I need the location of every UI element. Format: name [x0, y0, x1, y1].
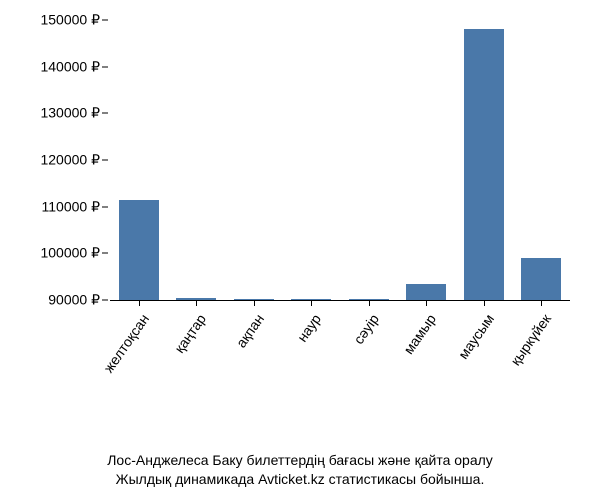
bar-slot	[455, 20, 513, 300]
caption-line-2: Жылдық динамикада Avticket.kz статистика…	[10, 470, 590, 490]
bar-slot	[513, 20, 571, 300]
bar	[464, 29, 504, 300]
y-tick-label: 90000 ₽	[20, 292, 100, 309]
x-tick-label: қыркүйек	[507, 311, 554, 368]
plot-area	[110, 20, 570, 300]
x-axis-labels: желтоқсанқаңтар ақпан наур сәуір мамыр маусым…	[110, 305, 570, 435]
x-label-slot: қаңтар	[168, 305, 226, 435]
x-tick-mark	[541, 300, 542, 306]
y-axis: 90000 ₽100000 ₽110000 ₽120000 ₽130000 ₽1…	[20, 20, 108, 300]
x-label-slot: қыркүйек	[513, 305, 571, 435]
y-tick-mark	[102, 66, 108, 67]
x-tick-mark	[426, 300, 427, 306]
bar-slot	[283, 20, 341, 300]
bars-group	[110, 20, 570, 300]
y-tick-label: 120000 ₽	[20, 152, 100, 169]
x-label-slot: маусым	[455, 305, 513, 435]
y-tick-label: 140000 ₽	[20, 58, 100, 75]
x-tick-label: желтоқсан	[100, 311, 152, 376]
x-label-slot: наур	[283, 305, 341, 435]
x-tick-label: сәуір	[350, 311, 382, 347]
bar	[521, 258, 561, 300]
chart-caption: Лос-Анджелеса Баку билеттердің бағасы жә…	[0, 451, 600, 490]
y-tick-mark	[102, 20, 108, 21]
x-tick-mark	[484, 300, 485, 306]
x-label-slot: ақпан	[225, 305, 283, 435]
x-tick-label: ақпан	[233, 311, 267, 350]
y-tick-mark	[102, 300, 108, 301]
bar-slot	[168, 20, 226, 300]
x-tick-label: мамыр	[401, 311, 440, 357]
x-tick-mark	[311, 300, 312, 306]
x-tick-label: қаңтар	[171, 311, 209, 356]
y-tick-label: 110000 ₽	[20, 198, 100, 215]
y-tick-mark	[102, 206, 108, 207]
y-tick-mark	[102, 160, 108, 161]
bar	[119, 200, 159, 300]
x-tick-mark	[254, 300, 255, 306]
bar-slot	[340, 20, 398, 300]
y-tick-label: 100000 ₽	[20, 245, 100, 262]
y-tick-label: 130000 ₽	[20, 105, 100, 122]
bar-slot	[398, 20, 456, 300]
x-tick-mark	[196, 300, 197, 306]
x-label-slot: желтоқсан	[110, 305, 168, 435]
x-label-slot: сәуір	[340, 305, 398, 435]
y-tick-mark	[102, 253, 108, 254]
caption-line-1: Лос-Анджелеса Баку билеттердің бағасы жә…	[10, 451, 590, 471]
x-label-slot: мамыр	[398, 305, 456, 435]
y-tick-mark	[102, 113, 108, 114]
x-tick-mark	[369, 300, 370, 306]
x-tick-mark	[139, 300, 140, 306]
x-tick-label: маусым	[455, 311, 497, 362]
y-tick-label: 150000 ₽	[20, 12, 100, 29]
bar-slot	[225, 20, 283, 300]
x-tick-label: наур	[294, 311, 324, 345]
bar	[406, 284, 446, 300]
chart-container: 90000 ₽ 100000 ₽ 110000 ₽ 120000 ₽ 130000 ₽ 1…	[20, 10, 580, 440]
bar-slot	[110, 20, 168, 300]
x-axis-line	[110, 300, 570, 301]
